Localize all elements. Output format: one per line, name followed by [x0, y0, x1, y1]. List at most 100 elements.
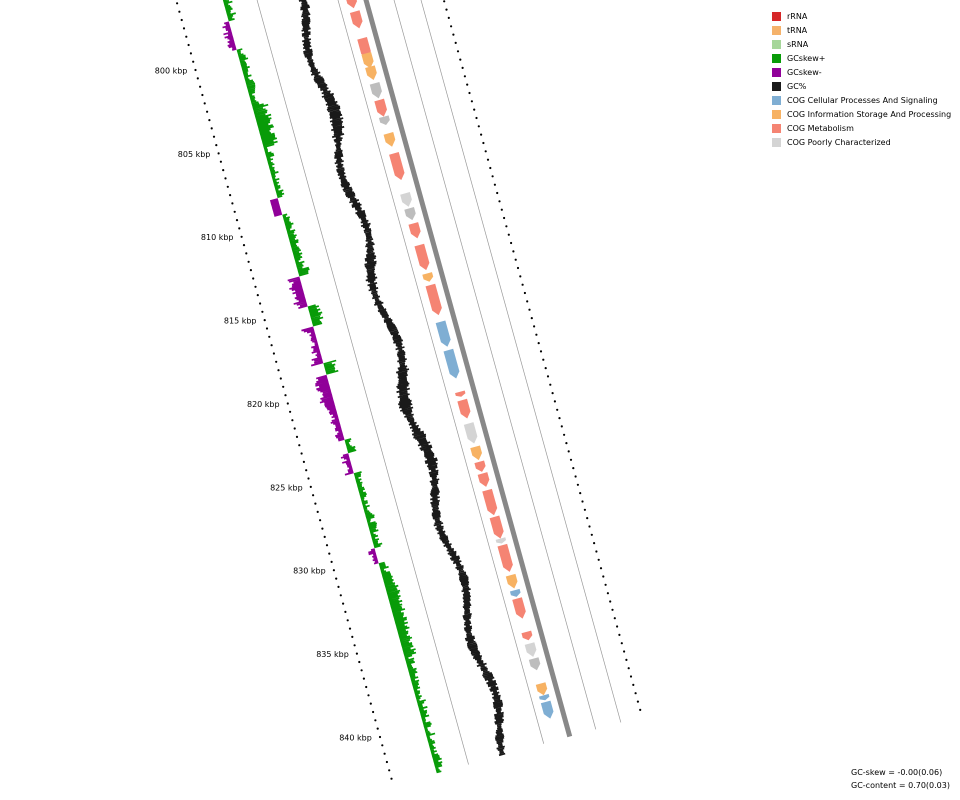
cds-feature — [521, 630, 533, 641]
ruler-minor-tick — [569, 458, 573, 461]
ruler-minor-tick — [507, 233, 510, 236]
axis-minor-tick — [235, 219, 239, 222]
ruler-minor-tick — [537, 342, 540, 345]
axis-minor-tick — [381, 744, 384, 747]
axis-minor-tick — [270, 344, 273, 347]
axis-labels: 800 kbp 805 kbp 810 kbp 815 kbp 820 kbp … — [155, 67, 372, 743]
gc-skew-positive — [222, 0, 443, 774]
legend-item-gcskew-plus: GCskew+ — [772, 51, 951, 65]
legend-label: COG Cellular Processes And Signaling — [787, 95, 938, 105]
ruler-minor-tick — [512, 250, 515, 253]
axis-minor-tick — [182, 27, 186, 30]
ruler-minor-tick — [500, 208, 503, 211]
cds-feature — [477, 472, 490, 487]
axis-minor-tick — [282, 385, 285, 388]
cds-feature — [474, 460, 486, 472]
axis-minor-tick — [321, 527, 324, 530]
axis-minor-tick — [319, 519, 322, 522]
ruler-minor-tick — [634, 692, 637, 695]
legend-label: GCskew+ — [787, 53, 826, 63]
axis-minor-tick — [325, 544, 329, 547]
axis-minor-tick — [351, 635, 354, 639]
cds-feature — [538, 693, 550, 701]
legend-label: rRNA — [787, 11, 808, 21]
axis-minor-tick — [277, 369, 280, 372]
legend-item-rrna: rRNA — [772, 9, 951, 23]
axis-minor-tick — [284, 394, 287, 397]
ruler-minor-tick — [586, 517, 589, 520]
axis-label: 810 kbp — [201, 233, 234, 242]
ruler-minor-tick — [539, 350, 543, 353]
ruler-minor-tick — [629, 675, 633, 678]
ruler-minor-tick — [636, 700, 640, 703]
track-guide-lines — [256, 0, 622, 765]
ruler-minor-tick — [563, 433, 566, 436]
ruler-minor-tick — [521, 283, 524, 286]
axis-minor-tick — [229, 194, 232, 197]
ruler-minor-tick — [443, 0, 446, 3]
ruler-minor-tick — [609, 600, 612, 603]
axis-minor-tick — [206, 110, 209, 113]
axis-minor-tick — [342, 602, 345, 605]
axis-minor-tick — [176, 2, 179, 5]
axis-label: 820 kbp — [247, 400, 280, 409]
axis-minor-tick — [383, 752, 386, 755]
axis-label: 800 kbp — [155, 67, 188, 76]
legend-item-cog-metabolism: COG Metabolism — [772, 121, 951, 135]
ruler-minor-tick — [523, 291, 527, 295]
ruler-minor-tick — [597, 558, 600, 561]
axis-minor-tick — [339, 594, 342, 597]
axis-minor-tick — [187, 43, 190, 47]
axis-minor-tick — [268, 335, 271, 338]
axis-minor-tick — [272, 352, 275, 355]
axis-minor-tick — [365, 685, 368, 689]
legend-item-srna: sRNA — [772, 37, 951, 51]
gc-content-bars — [298, 0, 506, 757]
ruler-minor-tick — [599, 567, 603, 570]
cds-feature — [374, 98, 387, 117]
ruler-minor-tick — [565, 442, 568, 445]
ruler-minor-tick — [627, 667, 630, 670]
ruler-minor-tick — [625, 658, 628, 662]
axis-minor-tick — [307, 477, 310, 480]
axis-minor-tick — [185, 35, 188, 38]
cds-feature — [361, 51, 374, 69]
cds-feature — [435, 320, 451, 347]
cds-feature — [505, 573, 518, 589]
axis-minor-tick — [332, 569, 335, 572]
cds-feature — [443, 348, 460, 379]
ruler-minor-tick — [526, 300, 529, 303]
ruler-minor-tick — [466, 83, 469, 86]
ruler-minor-tick — [574, 475, 577, 478]
legend-swatch — [772, 67, 781, 77]
position-axis — [176, 2, 393, 780]
cds-feature — [524, 642, 537, 657]
cds-feature — [535, 682, 548, 696]
legend-swatch — [772, 81, 781, 91]
axis-minor-tick — [300, 452, 303, 455]
ruler-minor-tick — [493, 183, 496, 186]
guide-line — [337, 0, 545, 744]
axis-minor-tick — [323, 535, 326, 539]
axis-minor-tick — [355, 652, 358, 655]
ruler-minor-tick — [618, 633, 621, 637]
axis-minor-tick — [305, 469, 308, 472]
ruler-minor-tick — [486, 158, 490, 161]
axis-minor-tick — [374, 719, 377, 722]
ruler-minor-tick — [503, 216, 506, 220]
outer-tick-ruler — [443, 0, 642, 712]
legend-swatch — [772, 137, 781, 147]
axis-minor-tick — [316, 510, 319, 513]
axis-label: 835 kbp — [316, 650, 349, 659]
axis-minor-tick — [245, 252, 248, 255]
guide-line — [420, 0, 622, 723]
axis-minor-tick — [189, 52, 192, 55]
legend-label: COG Metabolism — [787, 123, 854, 133]
guide-line — [256, 0, 469, 765]
ruler-minor-tick — [452, 33, 455, 36]
ruler-minor-tick — [456, 50, 460, 53]
ruler-minor-tick — [461, 66, 464, 69]
legend-label: COG Poorly Characterized — [787, 137, 891, 147]
ruler-minor-tick — [489, 166, 492, 170]
ruler-minor-tick — [560, 425, 563, 428]
